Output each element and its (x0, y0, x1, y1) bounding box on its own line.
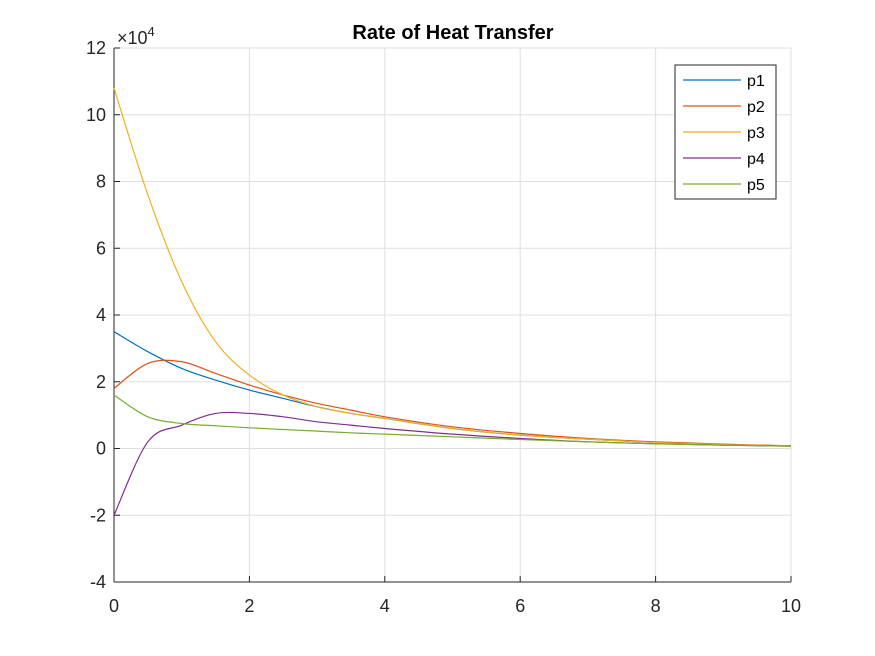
x-tick-label: 6 (515, 596, 525, 616)
y-tick-label: 12 (86, 38, 106, 58)
y-tick-label: 10 (86, 105, 106, 125)
legend-label-p3: p3 (747, 125, 765, 142)
y-tick-label: 8 (96, 172, 106, 192)
legend-label-p5: p5 (747, 177, 765, 194)
series-lines (113, 87, 792, 516)
y-exponent-power: 4 (148, 24, 155, 39)
x-tick-label: 4 (380, 596, 390, 616)
x-tick-label: 2 (244, 596, 254, 616)
y-tick-label: 4 (96, 305, 106, 325)
y-tick-label: -2 (90, 505, 106, 525)
legend-label-p1: p1 (747, 73, 765, 90)
y-exponent-label: ×104 (117, 24, 155, 48)
legend-label-p2: p2 (747, 99, 765, 116)
y-tick-label: 0 (96, 439, 106, 459)
chart-title: Rate of Heat Transfer (352, 22, 553, 44)
x-tick-label: 8 (651, 596, 661, 616)
y-tick-label: 6 (96, 238, 106, 258)
series-line-p2 (113, 359, 792, 447)
legend-label-p4: p4 (747, 151, 765, 168)
y-tick-label: 2 (96, 372, 106, 392)
x-tick-label: 10 (781, 596, 801, 616)
y-axis-ticks: -4 -2 0 2 4 6 8 10 12 (86, 38, 120, 592)
x-axis-ticks: 0 2 4 6 8 10 (109, 576, 801, 616)
y-tick-label: -4 (90, 572, 106, 592)
series-line-p5 (113, 394, 792, 447)
legend: p1 p2 p3 p4 p5 (674, 64, 777, 200)
x-tick-label: 0 (109, 596, 119, 616)
y-exponent-base: ×10 (117, 28, 148, 48)
series-line-p3 (113, 87, 792, 447)
